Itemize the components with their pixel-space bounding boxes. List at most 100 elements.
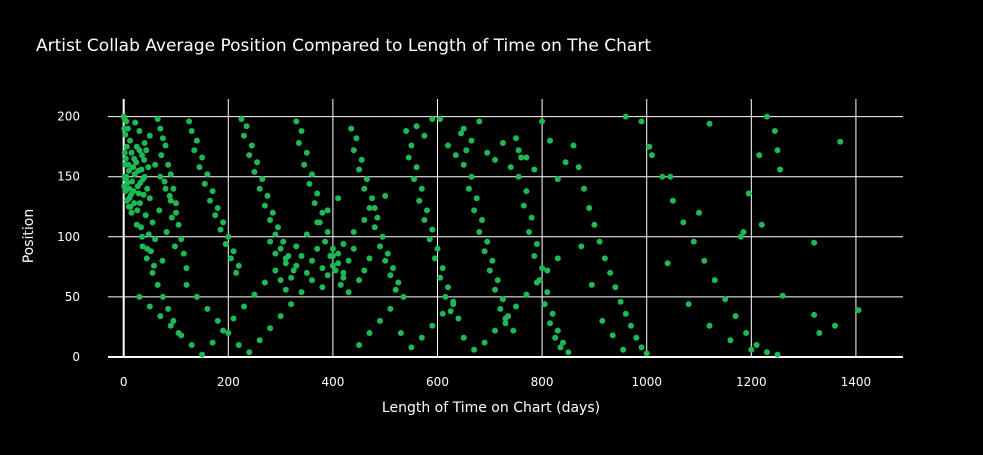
x-tick-label: 200 [217, 375, 240, 389]
data-point [484, 149, 491, 156]
data-point [309, 257, 315, 264]
data-point [280, 238, 287, 245]
data-point [193, 137, 200, 144]
data-point [167, 197, 174, 204]
data-point [141, 140, 148, 146]
data-point [811, 311, 818, 318]
data-point [335, 195, 342, 202]
data-point [212, 212, 219, 219]
data-point [143, 255, 150, 262]
data-point [562, 159, 569, 166]
data-point [513, 303, 519, 310]
data-point [492, 156, 498, 163]
data-point [288, 274, 295, 281]
data-point [272, 250, 279, 257]
data-point [157, 173, 164, 180]
data-point [133, 159, 140, 166]
data-point [149, 269, 156, 276]
data-point [340, 269, 347, 276]
data-point [142, 212, 149, 219]
data-point [811, 239, 818, 246]
data-point [282, 260, 289, 267]
data-point [340, 274, 347, 281]
data-point [246, 152, 253, 159]
data-point [256, 337, 263, 344]
data-point [481, 339, 488, 346]
data-point [581, 185, 587, 192]
data-point [124, 185, 131, 192]
data-point [575, 164, 582, 171]
data-point [659, 173, 666, 180]
data-point [424, 207, 430, 214]
data-point [264, 192, 271, 199]
data-point [306, 180, 313, 187]
data-point [366, 255, 373, 262]
data-point [167, 322, 174, 329]
data-point [204, 171, 211, 178]
gridlines [108, 99, 903, 358]
data-point [159, 293, 166, 300]
data-point [272, 267, 279, 274]
data-point [706, 120, 713, 127]
data-point [345, 289, 352, 296]
data-point [143, 147, 150, 154]
data-point [165, 305, 172, 312]
data-point [465, 185, 472, 192]
data-point [361, 267, 368, 274]
x-tick-label: 400 [321, 375, 344, 389]
data-point [156, 207, 163, 214]
data-point [288, 301, 295, 308]
data-point [356, 166, 363, 173]
data-point [855, 307, 862, 314]
data-point [132, 119, 139, 126]
data-point [403, 128, 410, 134]
data-point [175, 330, 182, 336]
data-point [413, 123, 420, 130]
data-point [188, 342, 195, 348]
data-point [547, 137, 553, 144]
data-point [363, 176, 370, 183]
data-point [680, 219, 687, 226]
data-point [382, 192, 389, 199]
data-point [565, 349, 572, 356]
data-point [340, 241, 347, 247]
data-point [685, 301, 692, 308]
data-point [152, 161, 159, 168]
data-point [601, 255, 608, 262]
data-point [620, 346, 627, 353]
data-point [748, 346, 755, 353]
data-point [523, 154, 530, 161]
data-point [157, 125, 164, 132]
data-point [261, 279, 268, 286]
data-point [157, 313, 164, 320]
data-point [379, 233, 386, 240]
y-tick-label: 50 [65, 290, 80, 304]
data-point [745, 190, 752, 197]
data-point [277, 245, 284, 252]
data-point [166, 192, 173, 199]
data-point [455, 315, 462, 322]
data-point [267, 217, 274, 223]
data-point [492, 286, 498, 293]
data-point [374, 214, 381, 221]
data-point [159, 135, 166, 142]
data-point [311, 200, 318, 207]
data-point [193, 293, 200, 300]
data-point [217, 226, 224, 233]
data-point [201, 180, 208, 187]
data-point [222, 241, 229, 247]
data-point [429, 226, 436, 233]
data-point [513, 135, 519, 142]
y-axis-title: Position [21, 209, 37, 264]
data-point [607, 269, 614, 276]
data-point [136, 147, 143, 154]
data-point [173, 209, 179, 216]
data-point [774, 147, 781, 154]
data-point [293, 243, 300, 250]
data-point [371, 224, 378, 231]
data-point [128, 149, 135, 156]
data-point [771, 128, 778, 134]
data-point [146, 132, 153, 139]
data-point [293, 118, 300, 125]
